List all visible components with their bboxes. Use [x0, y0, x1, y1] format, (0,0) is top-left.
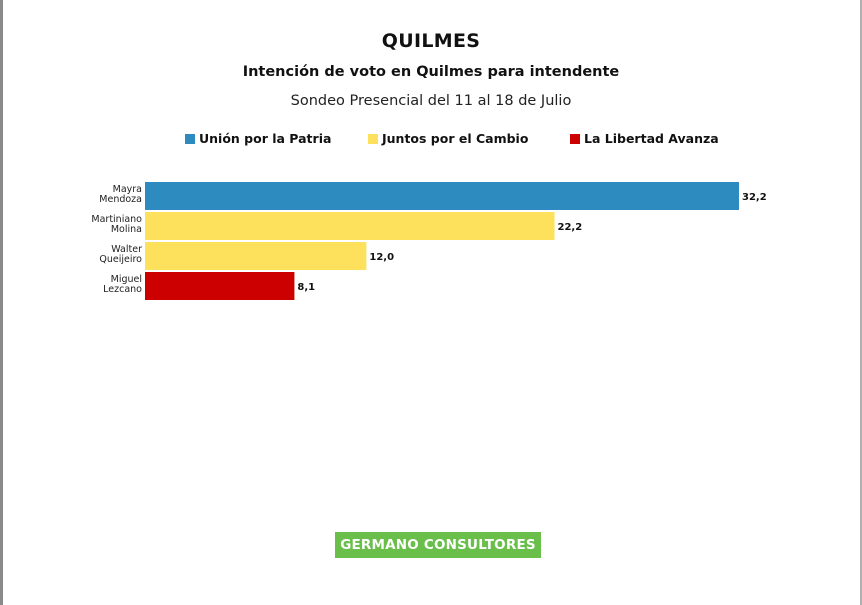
category-label-mayra-mendoza: Mayra Mendoza — [99, 184, 142, 205]
bar-martiniano-molina — [145, 212, 555, 240]
category-label-line: Martiniano — [91, 214, 142, 225]
legend-swatch-la-libertad-avanza — [570, 134, 580, 144]
category-label-line: Mendoza — [99, 194, 142, 205]
value-label-walter-queijeiro: 12,0 — [369, 252, 394, 263]
legend-label-la-libertad-avanza: La Libertad Avanza — [584, 131, 719, 146]
bar-miguel-lezcano — [145, 272, 295, 300]
legend-item-juntos-por-el-cambio: Juntos por el Cambio — [368, 131, 528, 147]
chart-title: QUILMES — [381, 30, 481, 52]
page-right-border — [860, 0, 862, 605]
chart-subtitle: Intención de voto en Quilmes para intend… — [242, 64, 620, 80]
legend-swatch-juntos-por-el-cambio — [368, 134, 378, 144]
category-label-line: Molina — [111, 224, 142, 235]
legend-item-union-por-la-patria: Unión por la Patria — [185, 131, 331, 147]
legend-label-juntos-por-el-cambio: Juntos por el Cambio — [382, 131, 529, 146]
bar-mayra-mendoza — [145, 182, 739, 210]
page-left-border — [0, 0, 3, 605]
category-label-line: Walter — [111, 244, 142, 255]
value-label-martiniano-molina: 22,2 — [558, 222, 583, 233]
legend-label-union-por-la-patria: Unión por la Patria — [199, 131, 332, 146]
category-label-martiniano-molina: Martiniano Molina — [91, 214, 142, 235]
legend-item-la-libertad-avanza: La Libertad Avanza — [570, 131, 719, 147]
category-label-line: Mayra — [113, 184, 142, 195]
chart-survey-note: Sondeo Presencial del 11 al 18 de Julio — [290, 93, 572, 109]
legend-swatch-union-por-la-patria — [185, 134, 195, 144]
category-label-line: Miguel — [111, 274, 142, 285]
source-badge: GERMANO CONSULTORES — [335, 532, 541, 558]
value-label-miguel-lezcano: 8,1 — [297, 282, 315, 293]
chart-legend: Unión por la Patria Juntos por el Cambio… — [185, 131, 745, 149]
bar-walter-queijeiro — [145, 242, 367, 270]
category-label-line: Queijeiro — [99, 254, 142, 265]
category-label-line: Lezcano — [103, 284, 142, 295]
category-label-miguel-lezcano: Miguel Lezcano — [103, 274, 142, 295]
value-label-mayra-mendoza: 32,2 — [742, 192, 767, 203]
category-label-walter-queijeiro: Walter Queijeiro — [99, 244, 142, 265]
